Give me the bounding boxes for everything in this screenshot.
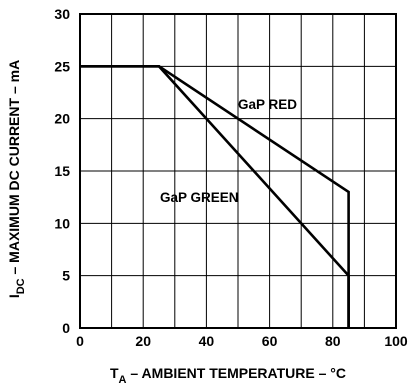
- x-tick-label: 60: [262, 333, 278, 349]
- y-tick-label: 10: [54, 215, 70, 231]
- x-axis-title: TA – AMBIENT TEMPERATURE – °C: [110, 365, 346, 386]
- series-line-gap-green: [80, 65, 350, 328]
- y-tick-label: 20: [54, 111, 70, 127]
- y-tick-label: 30: [54, 6, 70, 22]
- y-tick-label: 0: [62, 320, 70, 336]
- y-tick-label: 5: [62, 268, 70, 284]
- y-tick-labels: 0 5 10 15 20 25 30: [54, 6, 70, 336]
- x-tick-label: 40: [199, 333, 215, 349]
- x-tick-label: 20: [135, 333, 151, 349]
- series-label-gap-green: GaP GREEN: [160, 190, 239, 205]
- y-axis-title-main: I: [6, 294, 22, 298]
- x-tick-label: 0: [76, 333, 84, 349]
- x-axis-title-subscript: A: [119, 374, 127, 386]
- x-axis-title-main: T: [110, 365, 119, 381]
- series-lines: [80, 65, 350, 328]
- series-label-gap-red: GaP RED: [238, 97, 297, 112]
- y-tick-label: 15: [54, 163, 70, 179]
- x-axis-title-rest: – AMBIENT TEMPERATURE – °C: [127, 365, 347, 381]
- x-tick-label: 80: [325, 333, 341, 349]
- y-tick-label: 25: [54, 58, 70, 74]
- plot-frame: [79, 13, 397, 329]
- y-axis-title-subscript: DC: [15, 278, 27, 294]
- y-axis-title: IDC – MAXIMUM DC CURRENT – mA: [6, 60, 27, 298]
- y-axis-title-rest: – MAXIMUM DC CURRENT – mA: [6, 60, 22, 279]
- x-tick-labels: 0 20 40 60 80 100: [76, 333, 408, 349]
- x-tick-label: 100: [384, 333, 408, 349]
